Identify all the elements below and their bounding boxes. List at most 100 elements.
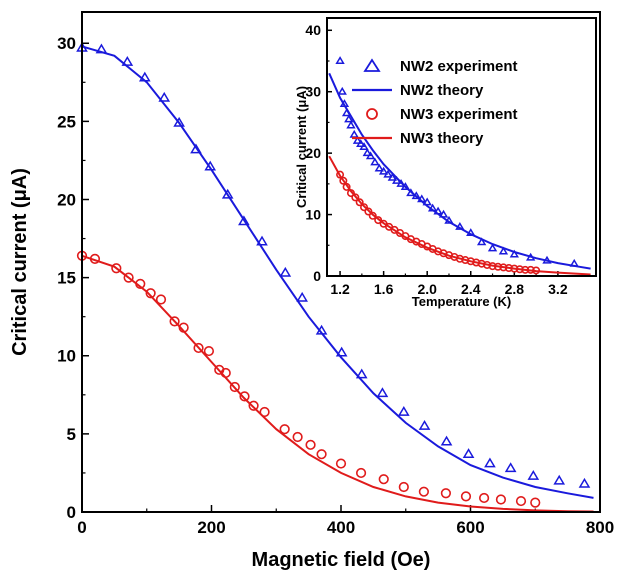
inset-series-nw2-experiment-point	[335, 56, 345, 65]
inset-series-nw3-experiment-point	[355, 198, 364, 207]
main-series-nw3-experiment-point	[279, 424, 290, 435]
inset-series-nw3-experiment-point	[374, 216, 383, 225]
inset-y-tick-label: 20	[305, 145, 321, 161]
inset-series-nw2-experiment-point	[337, 86, 347, 95]
main-series-nw3-theory-line	[81, 254, 594, 513]
main-series-nw2-experiment-point	[527, 470, 540, 480]
legend-entry-nw3-experiment: NW3 experiment	[366, 106, 518, 123]
inset-series-nw2-theory-line	[328, 72, 591, 270]
inset-series-nw2-experiment-point	[498, 246, 509, 255]
main-series-nw3-experiment-point	[111, 263, 122, 274]
main-series-nw2-experiment-point	[173, 116, 185, 127]
inset-series-nw2-experiment-point	[476, 237, 487, 246]
inset-y-tick-label: 30	[305, 84, 321, 100]
main-series-nw2-experiment-point	[238, 215, 250, 226]
main-series-nw3-experiment-point	[292, 431, 303, 443]
inset-x-axis-title: Temperature (K)	[412, 294, 511, 309]
main-x-tick-label: 400	[327, 518, 355, 537]
main-series-nw2-experiment-point	[296, 291, 308, 302]
legend-entry-nw2-theory: NW2 theory	[352, 82, 484, 99]
inset-series-nw3-experiment-point	[368, 211, 377, 220]
main-series-nw3-experiment-point	[305, 439, 316, 450]
main-series-nw2-experiment-point	[484, 457, 496, 468]
main-y-tick-label: 0	[67, 503, 76, 522]
inset-y-tick-label: 0	[313, 268, 321, 284]
inset-series-nw2-experiment-point	[356, 139, 366, 147]
main-series-nw2-experiment-point	[256, 235, 268, 246]
inset-series-nw2-theory	[328, 72, 591, 270]
main-series-nw2-experiment-point	[504, 462, 517, 473]
inset-plot-frame	[326, 17, 597, 277]
main-series-nw2-experiment-point	[335, 346, 348, 357]
inset-x-tick-label: 1.2	[330, 281, 350, 297]
main-x-tick-label: 0	[77, 518, 86, 537]
main-y-tick-label: 5	[67, 425, 76, 444]
main-series-nw3-experiment-point	[495, 494, 507, 505]
inset-series-nw3-theory-line	[328, 155, 591, 276]
main-y-tick-label: 10	[57, 347, 76, 366]
main-series-nw2-experiment-point	[440, 435, 453, 446]
inset-series-nw3-experiment-point	[360, 203, 369, 212]
inset-series-nw3-experiment-point	[336, 170, 345, 179]
inset-series-nw2-experiment-point	[383, 169, 393, 178]
inset-background	[327, 18, 596, 276]
inset-series-nw2-experiment-point	[422, 197, 432, 206]
inset-series-nw3-experiment-point	[364, 207, 373, 216]
main-series-nw2-experiment-point	[158, 91, 171, 102]
inset-x-tick-label: 3.2	[548, 281, 568, 297]
main-series-nw3-experiment-point	[229, 381, 240, 393]
main-y-tick-label: 30	[57, 34, 76, 53]
legend-entry-nw3-experiment-label: NW3 experiment	[400, 106, 518, 123]
main-series-nw3-experiment-point	[355, 467, 367, 479]
legend-entry-nw3-theory-label: NW3 theory	[400, 130, 484, 147]
inset-y-axis-title: Critical current (μA)	[294, 86, 309, 208]
main-series-nw2-experiment-point	[578, 477, 591, 488]
inset-series-nw2-experiment-point	[378, 166, 389, 175]
main-x-tick-label: 200	[197, 518, 225, 537]
main-series-nw3-experiment-point	[398, 481, 409, 493]
main-series-nw3-experiment-point	[478, 492, 490, 504]
inset-series-nw2-experiment-point	[487, 243, 498, 252]
inset-y-tick-label: 40	[305, 22, 321, 38]
main-y-axis-title: Critical current (μA)	[9, 168, 31, 356]
main-series-nw2-experiment-point	[355, 368, 368, 379]
inset-series-nw3-experiment-point	[351, 193, 360, 202]
main-series-nw2-experiment-point	[397, 405, 410, 416]
main-x-tick-label: 600	[456, 518, 484, 537]
main-y-tick-label: 15	[57, 269, 76, 288]
main-series-nw2-experiment-point	[221, 188, 234, 199]
main-series-nw2-experiment-point	[121, 55, 134, 66]
main-series-nw3-experiment-point	[248, 400, 259, 411]
main-series-nw2-experiment-point	[279, 266, 292, 277]
inset-series-nw2-experiment-point	[352, 136, 363, 144]
inset-series-nw2-experiment-point	[346, 120, 356, 129]
inset-series-nw2-experiment-point	[374, 163, 384, 172]
main-series-nw2-experiment-point	[376, 387, 389, 398]
main-series-nw3-experiment-point	[530, 497, 541, 508]
inset-x-tick-label: 1.6	[374, 281, 394, 297]
legend-entry-nw2-experiment-label: NW2 experiment	[400, 58, 518, 75]
inset-series-nw2-experiment-point	[387, 172, 398, 181]
main-series-nw3-experiment-point	[155, 294, 167, 305]
main-series-nw2-experiment-point	[462, 448, 475, 459]
main-series-nw3-experiment-point	[460, 491, 472, 502]
legend-entry-nw2-experiment-swatch	[363, 58, 381, 72]
legend-entry-nw2-experiment: NW2 experiment	[363, 58, 518, 75]
inset-panel: 1.2 1.6 2.0 2.4 2.8 3.2 0 10 20 30 40 Temperature (…	[294, 17, 597, 309]
main-series-nw3-experiment-point	[203, 345, 215, 357]
legend-entry-nw3-experiment-swatch	[366, 108, 378, 120]
main-series-nw3-experiment-point	[335, 458, 347, 469]
main-series-nw3-experiment-point	[440, 488, 451, 499]
inset-x-tick-label: 2.4	[461, 281, 481, 297]
main-series-nw3-experiment-point	[145, 288, 156, 299]
legend-entry-nw2-theory-label: NW2 theory	[400, 82, 484, 99]
main-series-nw2-theory	[81, 45, 594, 499]
main-series-nw3-experiment-point	[123, 272, 134, 283]
main-plot-frame	[81, 11, 601, 513]
main-series-nw3-experiment-point	[418, 486, 429, 497]
inset-series-nw2-experiment-point	[370, 157, 380, 166]
legend: NW2 experiment NW2 theory NW3 experiment NW…	[352, 58, 518, 147]
